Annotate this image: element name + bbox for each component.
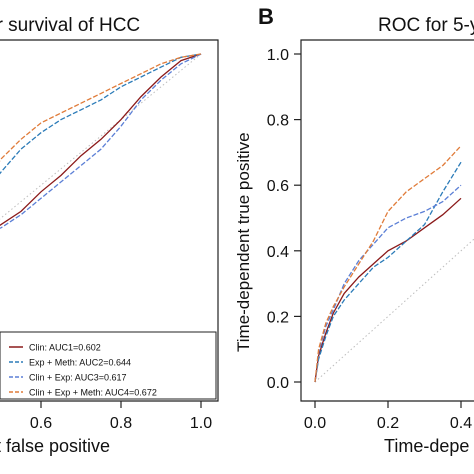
right-x-axis-label: Time-depe bbox=[384, 436, 469, 456]
legend-label-4: Clin + Exp + Meth: AUC4=0.672 bbox=[29, 388, 157, 398]
panel-letter-b: B bbox=[258, 4, 274, 29]
legend-items: Clin: AUC1=0.602 Exp + Meth: AUC2=0.644 Cl… bbox=[9, 343, 157, 398]
right-y-tick-label: 0.2 bbox=[267, 309, 289, 326]
right-x-ticks: 0.0 0.2 0.4 bbox=[304, 401, 472, 432]
left-title: ar survival of HCC bbox=[0, 15, 140, 36]
left-legend: Clin: AUC1=0.602 Exp + Meth: AUC2=0.644 Cl… bbox=[0, 331, 217, 400]
right-series-line-2 bbox=[314, 161, 462, 383]
left-x-tick-label: 1.0 bbox=[190, 415, 212, 432]
left-x-tick-label: 0.6 bbox=[30, 415, 52, 432]
left-axes-frame bbox=[0, 39, 219, 402]
left-x-tick-label: 0.8 bbox=[110, 415, 132, 432]
right-y-tick-label: 0.6 bbox=[267, 178, 289, 195]
right-x-tick-label: 0.4 bbox=[450, 415, 472, 432]
left-series-line-2 bbox=[0, 53, 202, 175]
right-title: ROC for 5-y bbox=[378, 15, 474, 36]
right-series-line-3 bbox=[314, 184, 462, 383]
left-series-line-1 bbox=[0, 53, 202, 226]
right-y-ticks: 0.0 0.2 0.4 0.6 0.8 1.0 bbox=[267, 47, 301, 392]
right-axes-frame bbox=[300, 39, 474, 402]
legend-label-3: Clin + Exp: AUC3=0.617 bbox=[29, 373, 127, 383]
right-y-tick-label: 0.8 bbox=[267, 113, 289, 130]
right-x-tick-label: 0.0 bbox=[304, 415, 326, 432]
right-series-line-4 bbox=[314, 145, 462, 383]
right-y-axis-label: Time-dependent true positive bbox=[234, 132, 253, 352]
right-diagonal-reference bbox=[314, 238, 474, 383]
right-panel: B ROC for 5-y 0.00.20.40.60.81.0 0.0 0.2 0… bbox=[234, 4, 474, 456]
left-panel: ar survival of HCC 0.6 0.8 1.0 Clin: AUC1=… bbox=[0, 15, 219, 456]
legend-box bbox=[0, 331, 217, 400]
left-x-axis-label: nt false positive bbox=[0, 436, 110, 456]
legend-label-2: Exp + Meth: AUC2=0.644 bbox=[29, 358, 131, 368]
right-y-tick-label: 1.0 bbox=[267, 47, 289, 64]
right-y-tick-label: 0.4 bbox=[267, 244, 289, 261]
left-series-line-4 bbox=[0, 53, 202, 162]
left-plot-area bbox=[0, 53, 202, 229]
right-series-line-1 bbox=[314, 197, 462, 383]
right-x-tick-label: 0.2 bbox=[377, 415, 399, 432]
right-plot-area bbox=[314, 145, 474, 383]
right-y-tick-label: 0.0 bbox=[267, 375, 289, 392]
legend-label-1: Clin: AUC1=0.602 bbox=[29, 343, 101, 353]
left-x-ticks: 0.6 0.8 1.0 bbox=[30, 401, 212, 432]
left-series-line-3 bbox=[0, 53, 202, 229]
